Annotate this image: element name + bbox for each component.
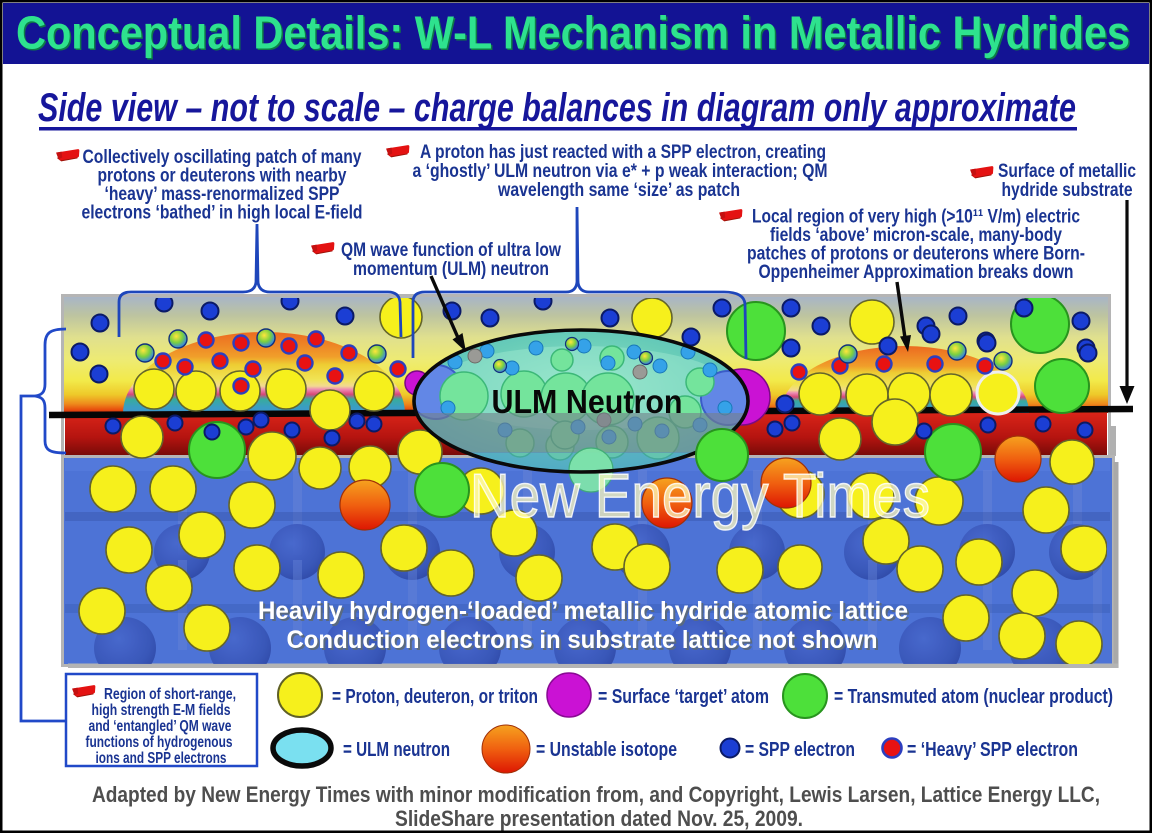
svg-text:‘heavy’ mass-renormalized SPP: ‘heavy’ mass-renormalized SPP [105,184,340,205]
svg-text:hydride substrate: hydride substrate [1002,180,1133,201]
svg-text:high strength E-M fields: high strength E-M fields [92,702,231,719]
svg-text:wavelength same ‘size’ as patc: wavelength same ‘size’ as patch [497,180,740,201]
svg-text:Side view – not to scale – cha: Side view – not to scale – charge balanc… [38,86,1076,130]
svg-text:A proton has just reacted with: A proton has just reacted with a SPP ele… [420,142,826,163]
svg-text:QM wave function of ultra low: QM wave function of ultra low [341,240,561,261]
svg-text:= Unstable isotope: = Unstable isotope [536,739,677,761]
svg-text:ions and SPP electrons: ions and SPP electrons [96,750,227,767]
svg-text:ULM Neutron: ULM Neutron [492,383,683,420]
svg-text:Conduction electrons in substr: Conduction electrons in substrate lattic… [289,628,880,656]
svg-text:= ULM neutron: = ULM neutron [343,739,450,761]
svg-text:Conceptual Details: W-L Mechan: Conceptual Details: W-L Mechanism in Met… [16,7,1130,59]
svg-text:functions of hydrogenous: functions of hydrogenous [86,734,233,751]
svg-text:Oppenheimer Approximation brea: Oppenheimer Approximation breaks down [759,262,1074,283]
svg-text:= Transmuted atom (nuclear pro: = Transmuted atom (nuclear product) [834,686,1113,708]
svg-text:Adapted by New Energy Times wi: Adapted by New Energy Times with minor m… [92,782,1100,807]
svg-text:protons or deuterons with near: protons or deuterons with nearby [98,166,347,187]
svg-text:= Proton, deuteron, or triton: = Proton, deuteron, or triton [332,686,538,708]
svg-text:= Surface ‘target’ atom: = Surface ‘target’ atom [598,686,769,708]
svg-text:Heavily hydrogen-‘loaded’ meta: Heavily hydrogen-‘loaded’ metallic hydri… [258,597,908,625]
svg-text:= SPP electron: = SPP electron [745,739,855,761]
svg-text:patches of protons or deuteron: patches of protons or deuterons where Bo… [747,244,1085,265]
svg-text:and ‘entangled’ QM wave: and ‘entangled’ QM wave [89,718,232,735]
svg-text:Region of short-range,: Region of short-range, [104,686,236,703]
svg-text:electrons ‘bathed’ in high loc: electrons ‘bathed’ in high local E-field [82,203,363,224]
svg-text:Conduction electrons in substr: Conduction electrons in substrate lattic… [287,626,878,654]
svg-text:Heavily hydrogen-‘loaded’ meta: Heavily hydrogen-‘loaded’ metallic hydri… [260,599,910,627]
svg-text:New Energy Times: New Energy Times [470,462,930,531]
svg-text:= ‘Heavy’ SPP electron: = ‘Heavy’ SPP electron [907,739,1078,761]
svg-text:a ‘ghostly’ ULM neutron via e*: a ‘ghostly’ ULM neutron via e* + p weak … [413,161,828,182]
svg-text:momentum (ULM) neutron: momentum (ULM) neutron [353,259,549,280]
svg-text:fields ‘above’ micron-scale, m: fields ‘above’ micron-scale, many-body [770,225,1062,246]
svg-text:Surface of metallic: Surface of metallic [998,161,1136,182]
svg-text:SlideShare presentation dated: SlideShare presentation dated Nov. 25, 2… [395,806,803,831]
svg-text:Local region of very high (>10: Local region of very high (>10¹¹ V/m) el… [752,207,1080,228]
svg-text:Conceptual Details: W-L Mechan: Conceptual Details: W-L Mechanism in Met… [18,8,1132,60]
svg-text:Collectively oscillating patch: Collectively oscillating patch of many [83,147,362,168]
